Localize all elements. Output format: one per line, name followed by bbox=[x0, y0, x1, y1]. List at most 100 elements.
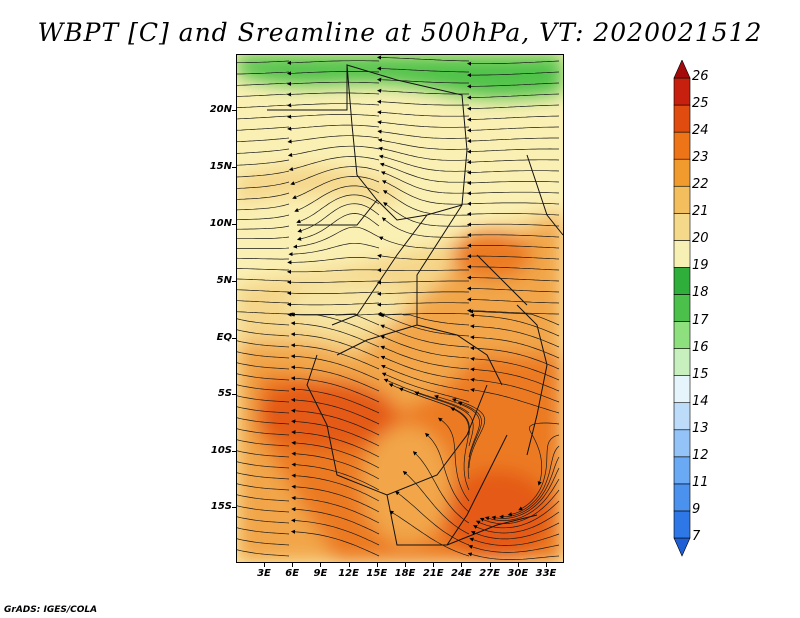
streamline bbox=[291, 462, 380, 491]
streamline bbox=[237, 417, 290, 425]
lat-label: 15N bbox=[209, 161, 232, 172]
streamline bbox=[479, 489, 560, 525]
streamline bbox=[491, 467, 560, 520]
lon-label: 33E bbox=[535, 568, 557, 579]
streamline bbox=[466, 201, 560, 206]
colorbar-segment bbox=[673, 510, 691, 539]
streamline bbox=[377, 253, 469, 260]
streamline bbox=[467, 254, 560, 260]
streamline bbox=[237, 450, 290, 458]
colorbar-segment bbox=[673, 104, 691, 133]
streamline bbox=[237, 126, 290, 131]
streamline bbox=[470, 356, 560, 381]
streamline bbox=[470, 335, 560, 359]
colorbar-segment bbox=[673, 321, 691, 349]
streamline bbox=[237, 289, 290, 293]
streamline bbox=[294, 185, 380, 212]
colorbar-segment bbox=[673, 375, 691, 404]
lat-tick bbox=[232, 507, 236, 508]
lon-tick bbox=[320, 563, 322, 567]
streamline bbox=[237, 329, 290, 337]
streamline bbox=[237, 340, 290, 348]
colorbar-segment bbox=[673, 429, 691, 458]
colorbar-segment bbox=[673, 483, 691, 512]
streamlines bbox=[237, 55, 560, 560]
colorbar-label: 22 bbox=[692, 177, 709, 193]
colorbar-segment bbox=[673, 185, 691, 214]
streamline bbox=[467, 552, 560, 560]
streamline bbox=[291, 507, 380, 535]
colorbar-min-arrow bbox=[673, 537, 691, 557]
streamline bbox=[470, 313, 560, 337]
colorbar-segment bbox=[673, 158, 691, 187]
streamline bbox=[237, 395, 290, 403]
streamline bbox=[237, 247, 290, 249]
streamline bbox=[377, 88, 469, 95]
streamline bbox=[296, 213, 380, 241]
streamline bbox=[383, 378, 470, 414]
streamline bbox=[467, 93, 560, 100]
streamline bbox=[291, 440, 380, 469]
streamline bbox=[290, 387, 380, 414]
lon-tick bbox=[489, 563, 491, 567]
colorbar-segment bbox=[673, 348, 691, 376]
streamline bbox=[470, 377, 560, 403]
streamline bbox=[290, 312, 380, 337]
streamline bbox=[380, 335, 470, 359]
colorbar bbox=[673, 60, 691, 557]
lat-label: EQ bbox=[216, 332, 232, 343]
streamline bbox=[237, 373, 290, 381]
streamline bbox=[380, 171, 470, 194]
streamline bbox=[378, 236, 469, 249]
streamline bbox=[469, 533, 560, 546]
colorbar-segment bbox=[673, 131, 691, 160]
streamline bbox=[292, 176, 380, 199]
streamline bbox=[237, 268, 289, 271]
streamline bbox=[286, 81, 380, 86]
streamline bbox=[381, 217, 470, 238]
streamline bbox=[237, 483, 290, 491]
lon-tick bbox=[433, 563, 435, 567]
streamline bbox=[377, 77, 469, 84]
lat-label: 15S bbox=[210, 501, 232, 512]
streamline bbox=[286, 71, 380, 76]
streamline bbox=[237, 278, 290, 282]
footer-credit: GrADS: IGES/COLA bbox=[4, 605, 98, 615]
lat-tick bbox=[232, 394, 236, 395]
streamline bbox=[470, 367, 560, 392]
streamline bbox=[380, 355, 470, 381]
streamline bbox=[291, 408, 380, 436]
colorbar-label: 13 bbox=[692, 420, 709, 436]
streamline bbox=[475, 500, 560, 529]
streamline bbox=[237, 159, 290, 166]
streamline bbox=[237, 384, 290, 392]
streamline bbox=[237, 82, 290, 86]
lat-tick bbox=[232, 167, 236, 168]
streamline bbox=[237, 170, 290, 178]
streamline bbox=[467, 275, 560, 282]
streamline bbox=[237, 71, 290, 75]
streamline bbox=[237, 137, 290, 143]
streamline bbox=[381, 180, 470, 205]
streamline bbox=[290, 166, 380, 186]
streamline bbox=[434, 394, 480, 458]
streamline bbox=[237, 311, 290, 315]
streamline bbox=[290, 376, 380, 403]
streamline bbox=[470, 346, 560, 370]
lon-tick bbox=[348, 563, 350, 567]
streamline bbox=[237, 93, 290, 97]
streamline bbox=[286, 302, 380, 307]
colorbar-label: 7 bbox=[692, 529, 701, 544]
streamline bbox=[290, 332, 380, 359]
streamline bbox=[470, 387, 560, 414]
map-panel bbox=[236, 54, 564, 563]
streamline bbox=[484, 478, 560, 521]
lat-tick bbox=[232, 281, 236, 282]
streamline bbox=[237, 236, 290, 240]
lon-tick bbox=[264, 563, 265, 567]
streamline bbox=[237, 115, 290, 120]
streamline bbox=[291, 419, 380, 447]
lon-tick bbox=[517, 563, 519, 567]
streamline bbox=[237, 505, 290, 513]
streamline bbox=[466, 222, 560, 227]
